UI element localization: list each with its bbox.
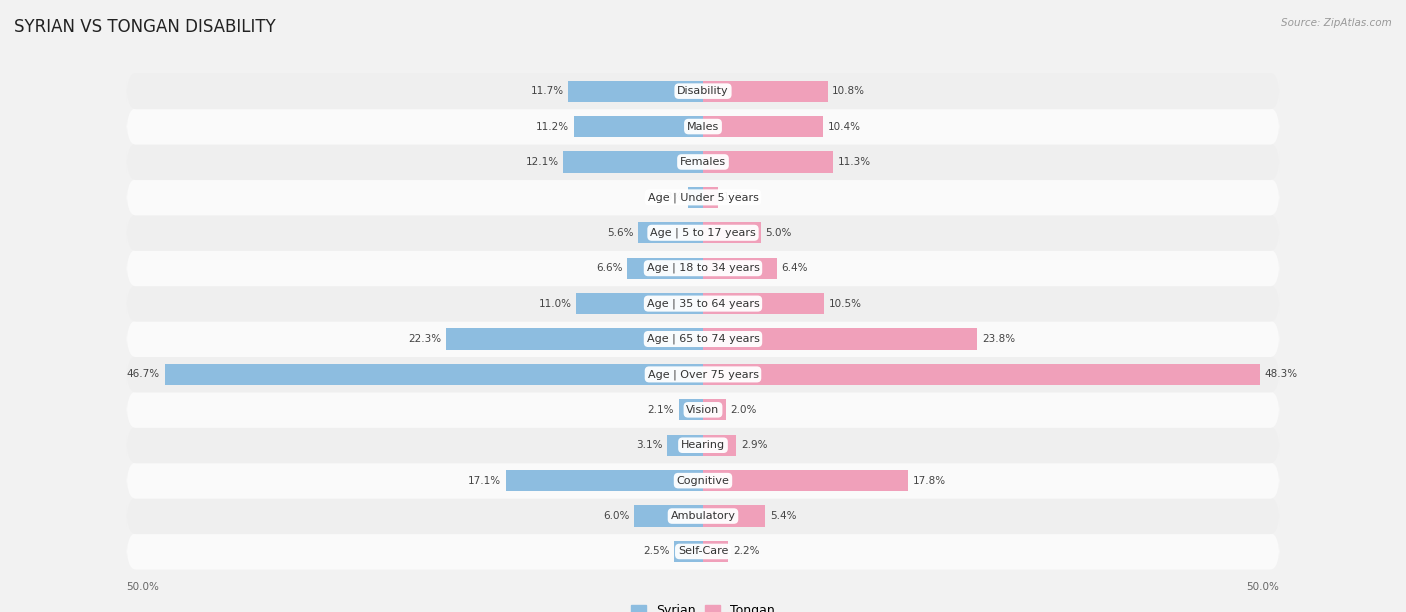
- FancyBboxPatch shape: [127, 250, 1279, 286]
- Text: Age | 5 to 17 years: Age | 5 to 17 years: [650, 228, 756, 238]
- Bar: [703, 258, 776, 279]
- Text: Source: ZipAtlas.com: Source: ZipAtlas.com: [1281, 18, 1392, 28]
- Text: Age | 65 to 74 years: Age | 65 to 74 years: [647, 334, 759, 345]
- FancyBboxPatch shape: [127, 321, 1279, 357]
- Bar: [506, 470, 703, 491]
- Text: 11.2%: 11.2%: [536, 122, 569, 132]
- Bar: [703, 329, 977, 349]
- Bar: [703, 222, 761, 244]
- FancyBboxPatch shape: [127, 286, 1279, 322]
- FancyBboxPatch shape: [127, 427, 1279, 463]
- Bar: [703, 151, 834, 173]
- Text: 46.7%: 46.7%: [127, 370, 160, 379]
- Text: Cognitive: Cognitive: [676, 476, 730, 486]
- Bar: [703, 364, 1260, 385]
- Text: SYRIAN VS TONGAN DISABILITY: SYRIAN VS TONGAN DISABILITY: [14, 18, 276, 36]
- Text: 12.1%: 12.1%: [526, 157, 560, 167]
- Text: Age | Over 75 years: Age | Over 75 years: [648, 369, 758, 379]
- Bar: [564, 151, 703, 173]
- Text: Age | 18 to 34 years: Age | 18 to 34 years: [647, 263, 759, 274]
- Bar: [703, 399, 725, 420]
- Text: 10.5%: 10.5%: [828, 299, 862, 308]
- Text: 6.0%: 6.0%: [603, 511, 630, 521]
- Text: 2.5%: 2.5%: [643, 547, 669, 556]
- Bar: [703, 470, 908, 491]
- Text: 5.0%: 5.0%: [765, 228, 792, 238]
- Bar: [668, 435, 703, 456]
- Bar: [627, 258, 703, 279]
- Text: 5.4%: 5.4%: [770, 511, 796, 521]
- Text: 11.3%: 11.3%: [838, 157, 870, 167]
- FancyBboxPatch shape: [127, 108, 1279, 144]
- Text: Ambulatory: Ambulatory: [671, 511, 735, 521]
- Text: 48.3%: 48.3%: [1264, 370, 1298, 379]
- Bar: [634, 506, 703, 527]
- Bar: [703, 187, 718, 208]
- Bar: [703, 506, 765, 527]
- Bar: [703, 293, 824, 314]
- FancyBboxPatch shape: [127, 463, 1279, 499]
- Bar: [703, 435, 737, 456]
- Text: 6.6%: 6.6%: [596, 263, 623, 273]
- Text: 1.3%: 1.3%: [723, 192, 749, 203]
- Text: Self-Care: Self-Care: [678, 547, 728, 556]
- Text: 2.2%: 2.2%: [733, 547, 759, 556]
- Bar: [675, 541, 703, 562]
- Text: 1.3%: 1.3%: [657, 192, 683, 203]
- Text: Hearing: Hearing: [681, 440, 725, 450]
- Bar: [576, 293, 703, 314]
- FancyBboxPatch shape: [127, 534, 1279, 570]
- Bar: [574, 116, 703, 137]
- Bar: [688, 187, 703, 208]
- Text: 50.0%: 50.0%: [127, 581, 159, 592]
- Text: 6.4%: 6.4%: [782, 263, 808, 273]
- Text: 11.7%: 11.7%: [530, 86, 564, 96]
- Text: 10.4%: 10.4%: [828, 122, 860, 132]
- Bar: [446, 329, 703, 349]
- Text: 17.1%: 17.1%: [468, 476, 501, 486]
- Text: 10.8%: 10.8%: [832, 86, 865, 96]
- Text: 17.8%: 17.8%: [912, 476, 946, 486]
- Text: Females: Females: [681, 157, 725, 167]
- Text: 50.0%: 50.0%: [1247, 581, 1279, 592]
- Text: 5.6%: 5.6%: [607, 228, 634, 238]
- FancyBboxPatch shape: [127, 179, 1279, 215]
- FancyBboxPatch shape: [127, 73, 1279, 109]
- Text: 2.0%: 2.0%: [731, 405, 756, 415]
- FancyBboxPatch shape: [127, 144, 1279, 180]
- Bar: [703, 541, 728, 562]
- Bar: [638, 222, 703, 244]
- Text: Males: Males: [688, 122, 718, 132]
- Text: Age | Under 5 years: Age | Under 5 years: [648, 192, 758, 203]
- Text: Vision: Vision: [686, 405, 720, 415]
- Text: Disability: Disability: [678, 86, 728, 96]
- Text: 2.9%: 2.9%: [741, 440, 768, 450]
- FancyBboxPatch shape: [127, 215, 1279, 251]
- Bar: [703, 81, 828, 102]
- Text: Age | 35 to 64 years: Age | 35 to 64 years: [647, 298, 759, 309]
- Text: 2.1%: 2.1%: [648, 405, 675, 415]
- Legend: Syrian, Tongan: Syrian, Tongan: [626, 599, 780, 612]
- Bar: [165, 364, 703, 385]
- Text: 3.1%: 3.1%: [636, 440, 662, 450]
- FancyBboxPatch shape: [127, 498, 1279, 534]
- FancyBboxPatch shape: [127, 356, 1279, 392]
- Text: 23.8%: 23.8%: [981, 334, 1015, 344]
- Bar: [568, 81, 703, 102]
- Text: 11.0%: 11.0%: [538, 299, 572, 308]
- Bar: [679, 399, 703, 420]
- FancyBboxPatch shape: [127, 392, 1279, 428]
- Text: 22.3%: 22.3%: [408, 334, 441, 344]
- Bar: [703, 116, 823, 137]
